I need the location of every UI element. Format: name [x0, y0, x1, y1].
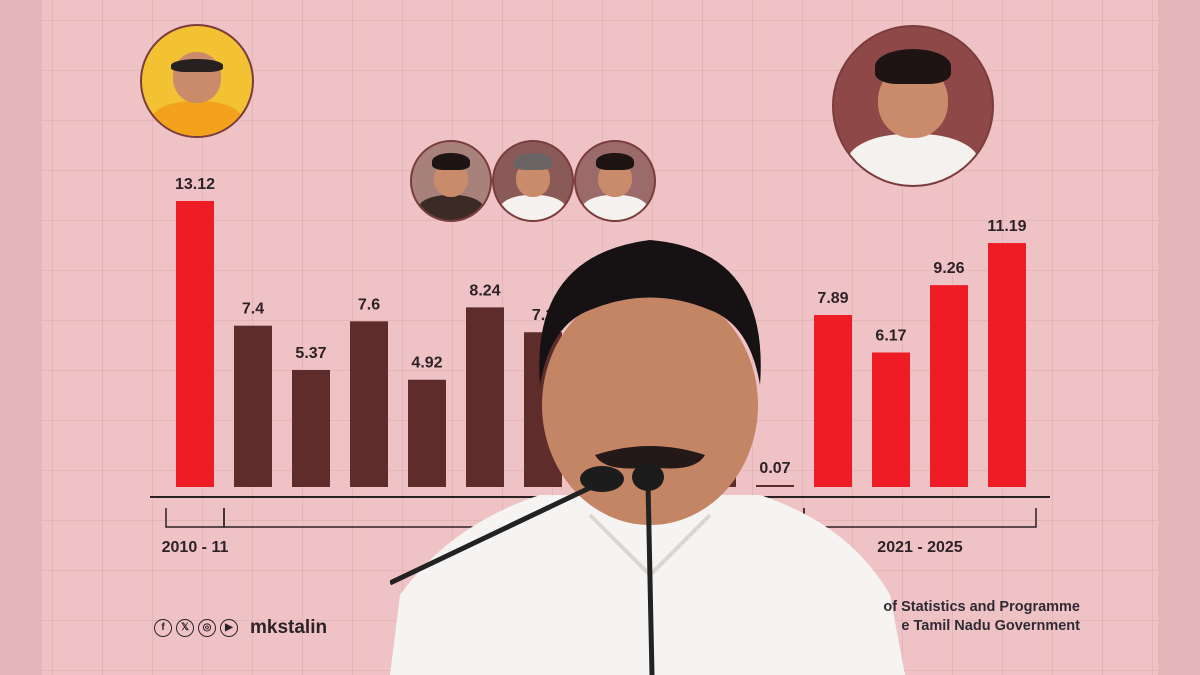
bar-value-label: 6.17 — [875, 327, 906, 344]
portrait-leader-3 — [574, 140, 656, 222]
bar-2021-22 — [814, 314, 852, 487]
microphone-icon — [632, 463, 664, 491]
bar-2023-24 — [930, 285, 968, 487]
source-line-1: of Statistics and Programme — [883, 599, 1080, 615]
bar-value-label: 7.89 — [817, 290, 848, 307]
bar-value-label: 5.37 — [295, 345, 326, 362]
bar-2010-11 — [176, 200, 214, 487]
source-line-2: e Tamil Nadu Government — [901, 618, 1080, 634]
bar-value-label: 7.6 — [358, 296, 380, 313]
microphone-stand-icon — [390, 480, 602, 586]
bar-value-label: 0.07 — [759, 460, 790, 477]
bar-value-label: 11.19 — [987, 218, 1026, 235]
bar-2024-25 — [988, 243, 1026, 487]
source-credit: of Statistics and Programme e Tamil Nadu… — [830, 598, 1080, 636]
bar-value-label: 13.12 — [175, 176, 215, 193]
social-handle: mkstalin — [250, 617, 328, 638]
bar-2014-15 — [408, 379, 446, 487]
bar-value-label: 8.24 — [469, 282, 500, 299]
bar-2013-14 — [350, 321, 388, 487]
social-bar: f 𝕏 ◎ ▶ mkstalin — [154, 617, 327, 639]
bar-value-label: 9.26 — [933, 260, 964, 277]
bar-2012-13 — [292, 369, 330, 487]
bar-2022-23 — [872, 352, 910, 487]
x-icon[interactable]: 𝕏 — [176, 619, 194, 637]
instagram-icon[interactable]: ◎ — [198, 619, 216, 637]
bar-2015-16 — [466, 307, 504, 487]
bar-2020-21 — [756, 485, 794, 487]
period-label: 2010 - 11 — [162, 539, 229, 556]
microphone-icon — [580, 466, 624, 492]
period-bracket — [165, 508, 225, 528]
portrait-leader-2 — [492, 140, 574, 222]
bar-2011-12 — [234, 325, 272, 487]
portrait-2021-leader — [832, 25, 994, 187]
speaker-photo — [390, 240, 905, 675]
facebook-icon[interactable]: f — [154, 619, 172, 637]
period-label: 2021 - 2025 — [877, 539, 963, 556]
bar-value-label: 4.92 — [411, 355, 442, 372]
portrait-leader-1 — [410, 140, 492, 222]
portrait-2010-leader — [140, 24, 254, 138]
youtube-icon[interactable]: ▶ — [220, 619, 238, 637]
bar-value-label: 7.4 — [242, 301, 264, 318]
